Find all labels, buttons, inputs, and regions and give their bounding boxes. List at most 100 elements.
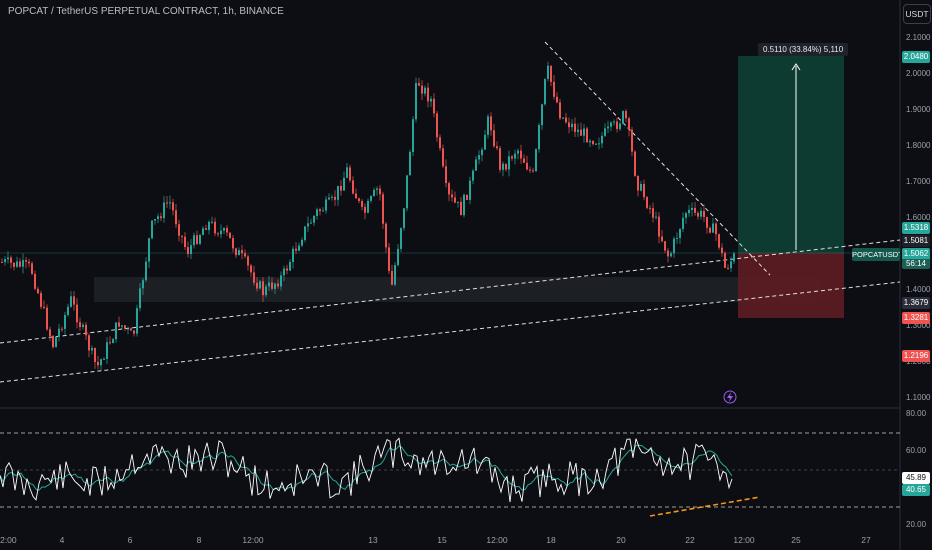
candle-body bbox=[703, 210, 705, 218]
candle-body bbox=[319, 209, 321, 212]
countdown-tag: 56:14 bbox=[902, 259, 930, 269]
candle-body bbox=[244, 253, 246, 257]
candle-body bbox=[34, 273, 36, 289]
candle-body bbox=[259, 281, 261, 289]
candle-body bbox=[145, 261, 147, 281]
candle-body bbox=[298, 245, 300, 251]
candle-body bbox=[283, 268, 285, 276]
candle-body bbox=[616, 121, 618, 129]
candle-body bbox=[256, 282, 258, 289]
candle-body bbox=[250, 265, 252, 273]
candle-body bbox=[139, 288, 141, 309]
price-tick: 1.6000 bbox=[906, 213, 931, 222]
candle-body bbox=[490, 116, 492, 131]
candle-body bbox=[70, 296, 72, 307]
candle-body bbox=[637, 175, 639, 191]
candle-body bbox=[451, 194, 453, 198]
candle-body bbox=[391, 270, 393, 285]
candle-body bbox=[382, 194, 384, 224]
candle-body bbox=[133, 330, 135, 334]
candle-body bbox=[565, 117, 567, 123]
candle-body bbox=[190, 245, 192, 255]
candle-body bbox=[469, 180, 471, 200]
candle-body bbox=[436, 113, 438, 138]
candle-body bbox=[289, 261, 291, 271]
candle-body bbox=[286, 268, 288, 271]
candle-body bbox=[55, 336, 57, 348]
price-tick: 1.3000 bbox=[906, 321, 931, 330]
candle-body bbox=[172, 202, 174, 211]
rsi-ma-line bbox=[0, 444, 733, 491]
target-price-tag: 2.0480 bbox=[902, 51, 930, 63]
candle-body bbox=[67, 306, 69, 315]
candle-body bbox=[49, 329, 51, 336]
trendline-lower-support bbox=[0, 281, 901, 383]
candle-body bbox=[226, 228, 228, 233]
candle-body bbox=[268, 282, 270, 287]
time-tick: 12:00 bbox=[486, 535, 508, 545]
candle-body bbox=[82, 324, 84, 328]
candle-body bbox=[217, 233, 219, 235]
candle-body bbox=[127, 328, 129, 330]
candle-body bbox=[346, 167, 348, 178]
candle-body bbox=[604, 128, 606, 136]
candle-body bbox=[625, 111, 627, 119]
candle-body bbox=[334, 196, 336, 200]
candle-body bbox=[313, 215, 315, 223]
rsi-ma-value-tag: 40.65 bbox=[902, 484, 930, 496]
candle-body bbox=[532, 170, 534, 172]
time-tick: 25 bbox=[791, 535, 801, 545]
candle-body bbox=[583, 128, 585, 136]
rsi-tick: 80.00 bbox=[906, 409, 927, 418]
stop-zone bbox=[738, 253, 844, 318]
candle-body bbox=[409, 151, 411, 176]
price-tag-1: 1.5318 bbox=[902, 222, 930, 234]
candle-body bbox=[31, 263, 33, 274]
price-tick: 1.7000 bbox=[906, 177, 931, 186]
currency-button[interactable]: USDT bbox=[903, 4, 931, 24]
candle-body bbox=[109, 342, 111, 344]
candle-body bbox=[622, 111, 624, 124]
candle-body bbox=[247, 256, 249, 266]
candle-body bbox=[280, 275, 282, 287]
candle-body bbox=[658, 216, 660, 237]
price-tick: 1.8000 bbox=[906, 141, 931, 150]
candle-body bbox=[4, 259, 6, 263]
candle-body bbox=[25, 260, 27, 262]
candle-body bbox=[316, 209, 318, 216]
candle-body bbox=[79, 322, 81, 328]
candle-body bbox=[439, 137, 441, 149]
candle-body bbox=[613, 121, 615, 123]
candle-body bbox=[697, 212, 699, 217]
candle-body bbox=[364, 206, 366, 213]
time-tick: 12:00 bbox=[0, 535, 17, 545]
low-price-tag: 1.2196 bbox=[902, 350, 930, 362]
candle-body bbox=[205, 228, 207, 230]
symbol-label: POPCATUSDT.P bbox=[852, 248, 900, 261]
candle-body bbox=[379, 188, 381, 195]
candle-body bbox=[670, 253, 672, 257]
candle-body bbox=[574, 123, 576, 132]
candle-body bbox=[541, 104, 543, 126]
candle-body bbox=[424, 87, 426, 94]
rsi-value-tag: 45.89 bbox=[902, 472, 930, 484]
candle-body bbox=[487, 116, 489, 135]
candle-body bbox=[535, 149, 537, 172]
candle-body bbox=[646, 197, 648, 208]
target-zone bbox=[738, 56, 844, 253]
candle-body bbox=[607, 126, 609, 129]
candle-body bbox=[682, 217, 684, 230]
price-tag-3: 1.3679 bbox=[902, 297, 930, 309]
candle-body bbox=[724, 253, 726, 268]
candle-body bbox=[655, 216, 657, 218]
candle-body bbox=[427, 87, 429, 102]
candle-body bbox=[517, 150, 519, 154]
candle-body bbox=[556, 96, 558, 103]
candle-body bbox=[169, 202, 171, 204]
time-tick: 27 bbox=[861, 535, 871, 545]
candle-body bbox=[85, 324, 87, 336]
time-tick: 15 bbox=[437, 535, 447, 545]
candle-body bbox=[706, 217, 708, 228]
candle-body bbox=[730, 261, 732, 269]
